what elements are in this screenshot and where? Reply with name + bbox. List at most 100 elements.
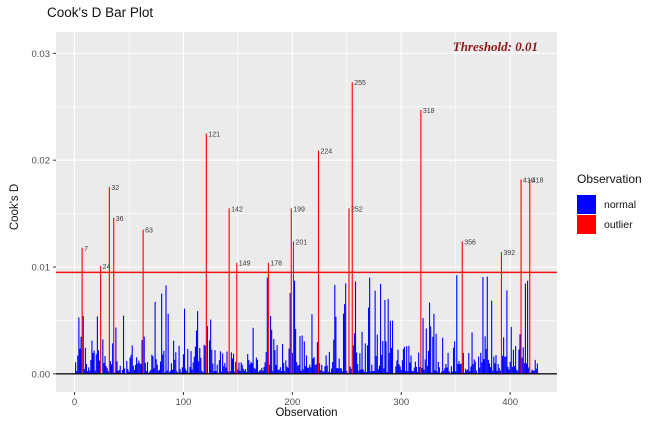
- bar-normal: [401, 360, 403, 374]
- bar-normal: [433, 313, 435, 374]
- bar-normal: [366, 345, 369, 374]
- bar-normal: [266, 277, 268, 374]
- bar-normal: [497, 364, 499, 374]
- bar-normal: [427, 350, 430, 374]
- bar-outlier: [267, 262, 269, 374]
- bar-normal: [105, 365, 107, 374]
- bar-normal: [536, 363, 538, 374]
- bar-normal: [519, 334, 521, 374]
- bar-normal: [509, 361, 511, 374]
- bar-normal: [423, 369, 425, 374]
- bar-normal: [255, 357, 257, 374]
- bar-normal: [248, 359, 250, 374]
- bar-normal: [398, 364, 400, 374]
- legend-item-normal: normal: [577, 195, 672, 214]
- bar-normal: [326, 365, 328, 374]
- bar-normal: [350, 368, 352, 374]
- outlier-label: 24: [103, 264, 111, 271]
- bar-normal: [522, 347, 524, 374]
- bar-normal: [324, 366, 326, 374]
- bar-normal: [329, 372, 332, 374]
- bar-normal: [150, 369, 152, 374]
- bar-normal: [259, 370, 261, 374]
- bar-normal: [361, 331, 363, 374]
- outlier-label: 224: [320, 149, 332, 156]
- bar-normal: [441, 371, 443, 374]
- bar-normal: [429, 302, 431, 374]
- bar-normal: [145, 370, 147, 374]
- bar-normal: [530, 372, 532, 374]
- bar-normal: [175, 352, 177, 374]
- bar-normal: [431, 372, 433, 374]
- bar-normal: [307, 367, 309, 374]
- bar-normal: [457, 363, 459, 374]
- bar-normal: [356, 352, 358, 374]
- bar-normal: [224, 363, 226, 374]
- bar-normal: [176, 371, 178, 374]
- bar-normal: [354, 281, 357, 374]
- bar-normal: [384, 299, 386, 374]
- bar-outlier: [500, 252, 503, 374]
- bar-normal: [363, 371, 365, 374]
- bar-normal: [403, 346, 406, 374]
- bar-normal: [109, 361, 112, 374]
- bar-normal: [470, 366, 472, 374]
- bar-normal: [418, 352, 420, 374]
- bar-outlier: [205, 133, 207, 374]
- bar-normal: [106, 368, 108, 374]
- bar-normal: [171, 369, 174, 374]
- bar-normal: [310, 367, 312, 374]
- bar-normal: [82, 315, 84, 374]
- threshold-annotation: Threshold: 0.01: [452, 39, 538, 54]
- bar-normal: [197, 311, 199, 374]
- outlier-label: 121: [208, 131, 220, 138]
- bar-normal: [510, 326, 512, 374]
- bar-normal: [119, 365, 121, 374]
- outlier-label: 356: [464, 239, 476, 246]
- bar-normal: [319, 363, 321, 374]
- bar-normal: [158, 369, 161, 374]
- bar-normal: [435, 333, 437, 374]
- bar-normal: [456, 275, 458, 374]
- bar-normal: [140, 364, 142, 374]
- bar-normal: [88, 367, 90, 374]
- bar-normal: [518, 349, 520, 374]
- bar-normal: [491, 300, 493, 374]
- bar-normal: [499, 370, 501, 374]
- bar-normal: [275, 364, 277, 374]
- bar-normal: [296, 362, 298, 374]
- bar-normal: [114, 372, 116, 374]
- bar-normal: [460, 363, 462, 374]
- bar-normal: [190, 351, 192, 374]
- bar-normal: [424, 359, 426, 374]
- bar-normal: [153, 368, 155, 374]
- bar-normal: [249, 364, 251, 374]
- bar-normal: [359, 353, 361, 374]
- outlier-label: 7: [84, 246, 88, 253]
- y-tick-label: 0.00: [32, 369, 51, 380]
- bar-outlier: [142, 229, 144, 374]
- bar-normal: [165, 285, 167, 374]
- bar-normal: [232, 353, 235, 374]
- bar-normal: [274, 350, 276, 374]
- bar-normal: [443, 370, 445, 374]
- bar-normal: [535, 368, 537, 374]
- x-tick-label: 100: [175, 397, 191, 408]
- bar-normal: [376, 334, 378, 374]
- bar-normal: [240, 362, 242, 374]
- bar-normal: [308, 367, 310, 374]
- bar-normal: [206, 326, 208, 374]
- bar-normal: [311, 314, 313, 374]
- bar-normal: [483, 359, 485, 374]
- bar-normal: [374, 290, 376, 374]
- bar-normal: [399, 366, 401, 374]
- bar-normal: [146, 362, 149, 374]
- bar-normal: [116, 361, 118, 374]
- bar-normal: [181, 367, 183, 374]
- bar-normal: [286, 366, 288, 374]
- outlier-label: 201: [295, 239, 307, 246]
- bar-outlier: [461, 241, 463, 374]
- bar-normal: [180, 372, 182, 374]
- bar-normal: [309, 364, 311, 374]
- bar-normal: [90, 360, 92, 374]
